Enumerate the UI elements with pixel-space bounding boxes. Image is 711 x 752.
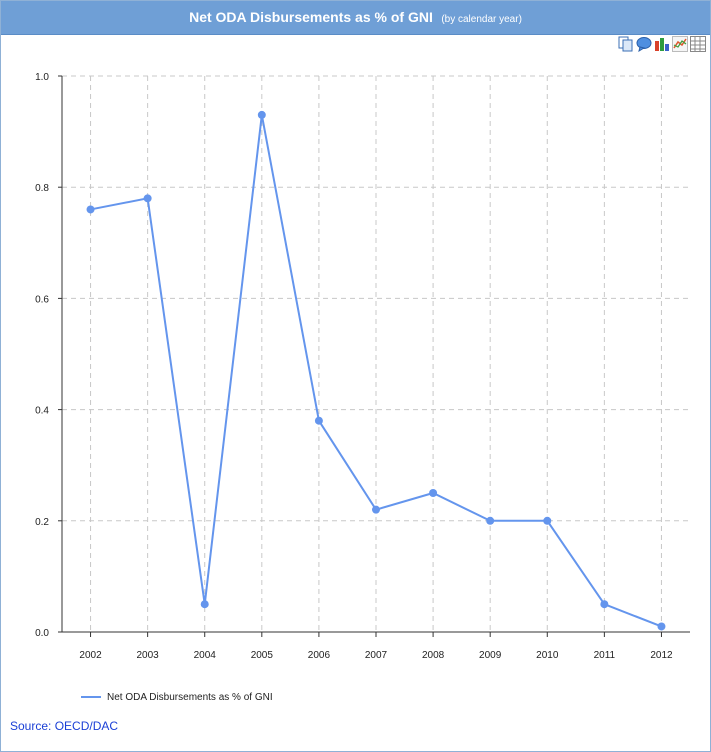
x-tick-label: 2008: [422, 650, 445, 661]
data-point[interactable]: [543, 516, 552, 525]
legend[interactable]: Net ODA Disbursements as % of GNI: [81, 689, 273, 705]
data-point[interactable]: [372, 505, 380, 514]
y-tick-label: 0.0: [35, 628, 49, 639]
source-link[interactable]: Source: OECD/DAC: [10, 719, 119, 733]
y-tick-label: 0.8: [35, 183, 49, 194]
x-tick-label: 2002: [79, 650, 102, 661]
copy-icon[interactable]: [618, 36, 634, 52]
comment-icon[interactable]: [636, 36, 652, 53]
y-tick-label: 0.2: [35, 517, 49, 528]
x-tick-label: 2005: [251, 650, 274, 661]
x-tick-label: 2003: [137, 650, 160, 661]
chart-toolbar: [618, 36, 706, 53]
y-tick-label: 0.6: [35, 294, 49, 305]
chart-title: Net ODA Disbursements as % of GNI: [189, 9, 433, 25]
legend-label: Net ODA Disbursements as % of GNI: [107, 691, 273, 703]
x-tick-label: 2009: [479, 650, 502, 661]
grid: [62, 75, 690, 633]
data-point[interactable]: [257, 110, 266, 119]
data-point[interactable]: [600, 600, 609, 609]
x-tick-label: 2012: [650, 650, 673, 661]
table-icon[interactable]: [690, 36, 706, 52]
x-tick-label: 2011: [594, 650, 616, 661]
y-tick-label: 0.4: [35, 406, 49, 417]
data-point[interactable]: [314, 416, 323, 425]
data-point[interactable]: [429, 489, 438, 497]
x-tick-label: 2006: [308, 650, 331, 661]
data-point[interactable]: [143, 194, 152, 203]
y-tick-label: 1.0: [35, 72, 49, 83]
data-point[interactable]: [86, 205, 95, 214]
chart-subtitle: (by calendar year): [441, 14, 522, 25]
title-bar: Net ODA Disbursements as % of GNI (by ca…: [1, 1, 710, 35]
legend-swatch: [81, 696, 101, 698]
x-tick-label: 2004: [194, 650, 217, 661]
axes: 0.0 0.2 0.4 0.6 0.8 1.0 2002 2003 2004 2005 2006 20…: [35, 72, 690, 661]
series-line: [90, 114, 662, 628]
bar-chart-icon[interactable]: [654, 36, 670, 52]
data-point[interactable]: [657, 622, 666, 631]
x-tick-label: 2010: [536, 650, 559, 661]
x-tick-label: 2007: [365, 650, 388, 661]
data-point[interactable]: [200, 600, 209, 609]
series: [86, 110, 666, 631]
line-chart-icon[interactable]: [672, 36, 688, 52]
data-point[interactable]: [486, 516, 495, 525]
line-chart: 0.0 0.2 0.4 0.6 0.8 1.0 2002 2003 2004 2005 2006 20…: [35, 72, 690, 661]
